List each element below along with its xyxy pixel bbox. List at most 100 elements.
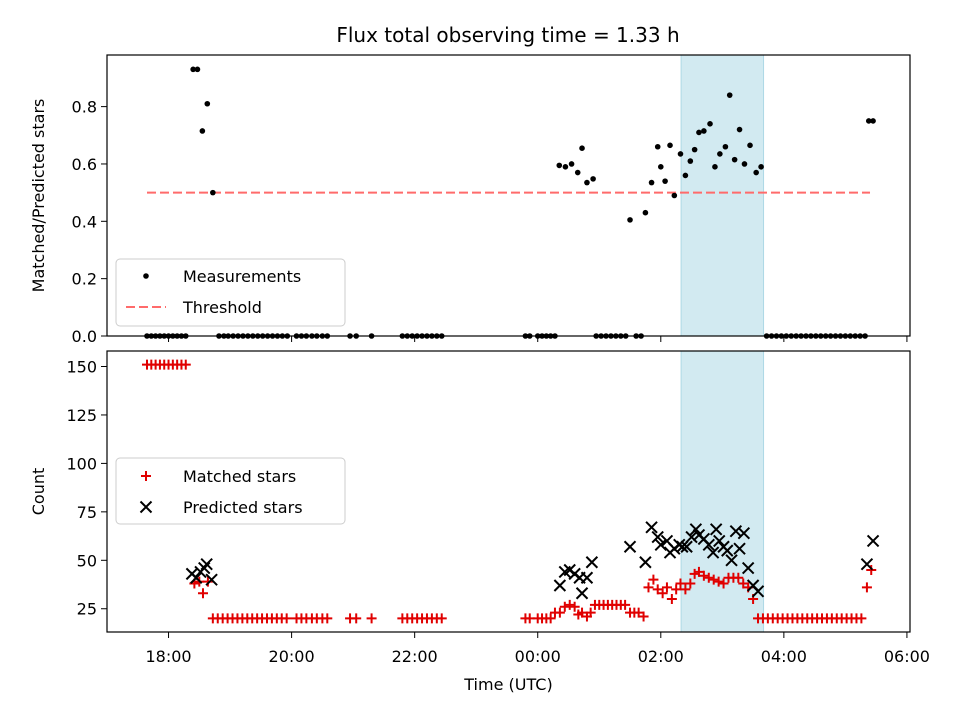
- matched-star-point: [643, 582, 654, 593]
- predicted-star-point: [741, 561, 755, 575]
- matched-star-point: [197, 588, 208, 599]
- matched-star-point: [671, 584, 682, 595]
- matched-star-point: [648, 574, 659, 585]
- matched-star-point: [638, 611, 649, 622]
- predicted-star-point: [680, 540, 693, 553]
- measurement-point: [671, 192, 678, 199]
- predicted-star-point: [623, 540, 637, 553]
- measurement-point: [654, 143, 661, 150]
- matched-star-point: [698, 570, 709, 581]
- measurement-point: [741, 161, 748, 167]
- y-tick-label: 100: [66, 454, 97, 473]
- legend: Measurements Threshold: [115, 258, 346, 327]
- measurement-point: [642, 209, 649, 216]
- measurement-point: [682, 172, 689, 179]
- predicted-star-point: [706, 546, 720, 559]
- measurement-point: [731, 156, 738, 163]
- measurement-point: [584, 179, 590, 186]
- measurement-point: [662, 178, 668, 184]
- predicted-star-point: [651, 530, 664, 544]
- measurement-point: [753, 169, 759, 176]
- y-tick-label: 25: [77, 600, 97, 619]
- predicted-star-point: [575, 587, 589, 600]
- matched-star-point: [680, 584, 691, 595]
- measurement-point: [726, 92, 733, 98]
- measurement-point: [691, 146, 698, 153]
- matched-star-point: [666, 594, 677, 605]
- matched-star-point: [322, 613, 333, 624]
- measurement-point: [648, 179, 655, 186]
- matched-star-point: [620, 599, 631, 610]
- predicted-star-point: [200, 557, 213, 571]
- measurement-point: [579, 145, 585, 151]
- x-tick-label: 06:00: [884, 647, 930, 666]
- measurement-point: [870, 118, 876, 124]
- x-tick-label: 20:00: [269, 647, 315, 666]
- x-axis-label: Time (UTC): [463, 675, 552, 694]
- matched-star-point: [281, 613, 292, 624]
- matched-star-point: [545, 613, 556, 624]
- legend-predicted-marker: [139, 500, 153, 514]
- predicted-star-point: [553, 579, 567, 592]
- matched-star-point: [436, 613, 447, 624]
- measurement-point: [696, 129, 702, 136]
- predicted-star-point: [737, 526, 751, 540]
- matched-star-point: [708, 574, 719, 585]
- predicted-star-point: [685, 530, 698, 544]
- count-panel: 25 50 75 100 125 150 18:00 20:00 22:00 00:00 02:00…: [29, 350, 930, 694]
- x-tick-label: 00:00: [515, 647, 561, 666]
- predicted-star-point: [689, 523, 703, 536]
- matched-star-point: [713, 576, 724, 587]
- predicted-star-point: [639, 556, 652, 569]
- measurement-point: [687, 158, 694, 164]
- matched-star-point: [861, 582, 872, 593]
- matched-star-point: [703, 572, 714, 583]
- legend-measurement-marker: [143, 273, 149, 279]
- x-tick-label: 02:00: [638, 647, 684, 666]
- y-tick-label: 0.8: [72, 98, 97, 117]
- matched-star-point: [564, 599, 575, 610]
- predicted-star-point: [751, 585, 765, 598]
- measurement-point: [210, 189, 216, 196]
- measurement-point: [199, 128, 206, 134]
- legend-box: [115, 457, 346, 525]
- y-tick-label: 0.4: [72, 212, 97, 231]
- measurement-point: [758, 164, 764, 170]
- predicted-star-point: [709, 523, 723, 536]
- predicted-star-point: [205, 573, 218, 586]
- measurement-point: [677, 151, 684, 157]
- predicted-star-point: [585, 556, 599, 569]
- matched-star-point: [685, 578, 696, 589]
- y-tick-label: 125: [66, 406, 97, 425]
- y-axis-label: Count: [29, 468, 48, 516]
- measurement-point: [204, 100, 211, 107]
- matched-star-point: [733, 572, 744, 583]
- matched-star-point: [554, 607, 565, 618]
- x-tick-label: 04:00: [761, 647, 807, 666]
- matched-star-point: [559, 601, 570, 612]
- highlight-span: [680, 350, 765, 633]
- plot-frame: [106, 54, 911, 337]
- y-tick-label: 0.0: [72, 327, 97, 346]
- predicted-star-point: [580, 571, 594, 584]
- measurement-point: [667, 142, 673, 149]
- predicted-star-point: [702, 538, 715, 552]
- predicted-star-point: [866, 534, 880, 548]
- measurement-point: [736, 126, 743, 133]
- legend-measurements-label: Measurements: [183, 267, 301, 286]
- x-tick-label: 18:00: [145, 647, 191, 666]
- measurement-point: [194, 66, 201, 73]
- matched-star-point: [569, 601, 580, 612]
- measurement-point: [627, 217, 633, 223]
- y-tick-label: 0.6: [72, 155, 97, 174]
- predicted-star-point: [713, 534, 726, 548]
- measurement-point: [722, 143, 729, 150]
- matched-star-point: [351, 613, 362, 624]
- measurement-point: [865, 118, 872, 124]
- measurement-point: [717, 151, 723, 157]
- matched-star-point: [675, 578, 686, 589]
- predicted-star-point: [733, 542, 746, 555]
- legend-matched-label: Matched stars: [183, 467, 296, 486]
- matched-star-point: [180, 359, 191, 370]
